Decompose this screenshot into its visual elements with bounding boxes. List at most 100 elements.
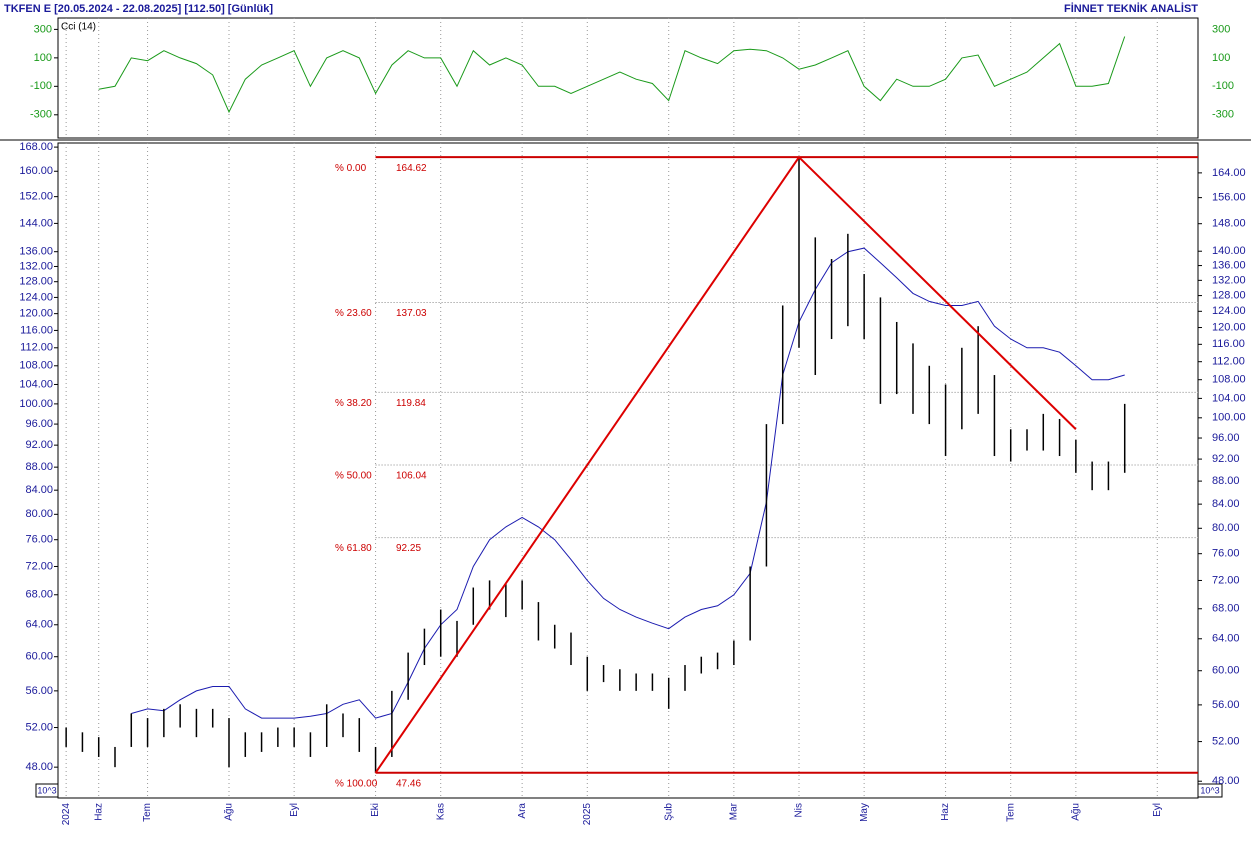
y-tick-label: 116.00 — [20, 324, 53, 336]
y2-tick-label: 140.00 — [1212, 245, 1246, 257]
x-tick-label: Haz — [93, 803, 104, 821]
y-tick-label: 124.00 — [19, 291, 53, 303]
x-tick-label: Ağu — [1070, 803, 1081, 821]
y-tick-label: 144.00 — [19, 217, 53, 229]
y2-tick-label: 60.00 — [1212, 665, 1240, 677]
x-tick-label: Haz — [940, 803, 951, 821]
y-tick-label: 136.00 — [19, 246, 53, 258]
fib-percent: % 23.60 — [335, 308, 372, 319]
fib-percent: % 50.00 — [335, 471, 372, 482]
y2-tick-label: 120.00 — [1212, 321, 1246, 333]
indicator-name: Cci (14) — [61, 22, 96, 33]
y-tick-label: 96.00 — [25, 418, 53, 430]
y2-tick-label: 64.00 — [1212, 633, 1240, 645]
y2-tick-label: 124.00 — [1212, 305, 1246, 317]
y-tick-label: 152.00 — [19, 191, 53, 203]
indicator-line — [98, 36, 1126, 114]
y2-tick-label: 68.00 — [1212, 603, 1240, 615]
x-tick-label: Eki — [370, 803, 381, 817]
x-tick-label: Şub — [663, 803, 674, 821]
y-tick-label: 76.00 — [25, 534, 53, 546]
x-tick-label: Ara — [517, 803, 528, 819]
y-tick-label: 60.00 — [25, 651, 53, 663]
fib-value: 164.62 — [396, 163, 427, 174]
price-frame — [57, 142, 1199, 799]
y-tick-label: 64.00 — [25, 619, 53, 631]
y2-tick-label: 100.00 — [1212, 412, 1246, 424]
y2-tick-label: 92.00 — [1212, 453, 1240, 465]
y2-tick-label: 76.00 — [1212, 548, 1240, 560]
fib-value: 106.04 — [396, 471, 427, 482]
y-tick-label: 108.00 — [19, 360, 53, 372]
y-tick-label: 56.00 — [25, 685, 53, 697]
y-tick-label: 80.00 — [25, 508, 53, 520]
x-tick-label: Tem — [142, 803, 153, 822]
fib-value: 47.46 — [396, 778, 421, 789]
y2-tick-label: 148.00 — [1212, 218, 1246, 230]
indicator-tick-label: 300 — [1212, 23, 1230, 35]
y2-tick-label: 52.00 — [1212, 735, 1240, 747]
scale-label: 10^3 — [1200, 785, 1219, 795]
brand: FİNNET TEKNİK ANALİST — [1064, 2, 1198, 15]
indicator-tick-label: 100 — [1212, 52, 1230, 64]
fib-value: 119.84 — [396, 398, 426, 409]
indicator-tick-label: -300 — [1212, 109, 1234, 121]
y-tick-label: 92.00 — [25, 439, 53, 451]
fib-percent: % 100.00 — [335, 778, 378, 789]
fib-percent: % 61.80 — [335, 543, 372, 554]
y2-tick-label: 116.00 — [1212, 338, 1245, 350]
y2-tick-label: 136.00 — [1212, 259, 1246, 271]
y2-tick-label: 112.00 — [1212, 356, 1245, 368]
y2-tick-label: 156.00 — [1212, 192, 1246, 204]
y-tick-label: 48.00 — [25, 761, 53, 773]
fib-value: 92.25 — [396, 543, 421, 554]
scale-box — [35, 783, 59, 798]
y-tick-label: 160.00 — [19, 165, 53, 177]
y2-tick-label: 108.00 — [1212, 374, 1246, 386]
trendline — [798, 156, 1077, 430]
indicator-tick-label: 100 — [34, 52, 52, 64]
x-tick-label: Nis — [794, 803, 805, 817]
y-tick-label: 120.00 — [19, 308, 53, 320]
y-tick-label: 128.00 — [19, 276, 53, 288]
x-tick-label: Kas — [435, 803, 446, 820]
x-tick-label: May — [859, 803, 870, 822]
indicator-tick-label: -100 — [30, 80, 52, 92]
y2-tick-label: 128.00 — [1212, 289, 1246, 301]
x-tick-label: 2025 — [582, 803, 593, 826]
y2-tick-label: 96.00 — [1212, 432, 1240, 444]
y2-tick-label: 132.00 — [1212, 274, 1246, 286]
x-tick-label: Eyl — [289, 803, 300, 817]
indicator-tick-label: -100 — [1212, 80, 1234, 92]
y2-tick-label: 48.00 — [1212, 775, 1240, 787]
y-tick-label: 84.00 — [25, 484, 53, 496]
y-tick-label: 100.00 — [19, 398, 53, 410]
y2-tick-label: 80.00 — [1212, 522, 1240, 534]
y-tick-label: 132.00 — [19, 260, 53, 272]
indicator-frame — [57, 17, 1199, 139]
x-tick-label: Tem — [1005, 803, 1016, 822]
y2-tick-label: 84.00 — [1212, 498, 1240, 510]
moving-average — [131, 247, 1125, 719]
fib-percent: % 0.00 — [335, 163, 367, 174]
x-tick-label: Ağu — [224, 803, 235, 821]
y-tick-label: 168.00 — [19, 141, 53, 153]
fib-value: 137.03 — [396, 308, 427, 319]
y-tick-label: 104.00 — [19, 378, 53, 390]
trendline — [374, 156, 800, 774]
indicator-tick-label: 300 — [34, 23, 52, 35]
y-tick-label: 52.00 — [25, 721, 53, 733]
x-tick-label: 2024 — [61, 803, 72, 826]
x-tick-label: Mar — [728, 802, 739, 820]
x-tick-label: Eyl — [1152, 803, 1163, 817]
y2-tick-label: 56.00 — [1212, 699, 1240, 711]
y-tick-label: 72.00 — [25, 560, 53, 572]
chart-title: TKFEN E [20.05.2024 - 22.08.2025] [112.5… — [4, 3, 273, 15]
y2-tick-label: 164.00 — [1212, 167, 1246, 179]
indicator-tick-label: -300 — [30, 109, 52, 121]
y2-tick-label: 104.00 — [1212, 392, 1246, 404]
y-tick-label: 88.00 — [25, 461, 53, 473]
y2-tick-label: 72.00 — [1212, 574, 1240, 586]
scale-label: 10^3 — [37, 785, 56, 795]
